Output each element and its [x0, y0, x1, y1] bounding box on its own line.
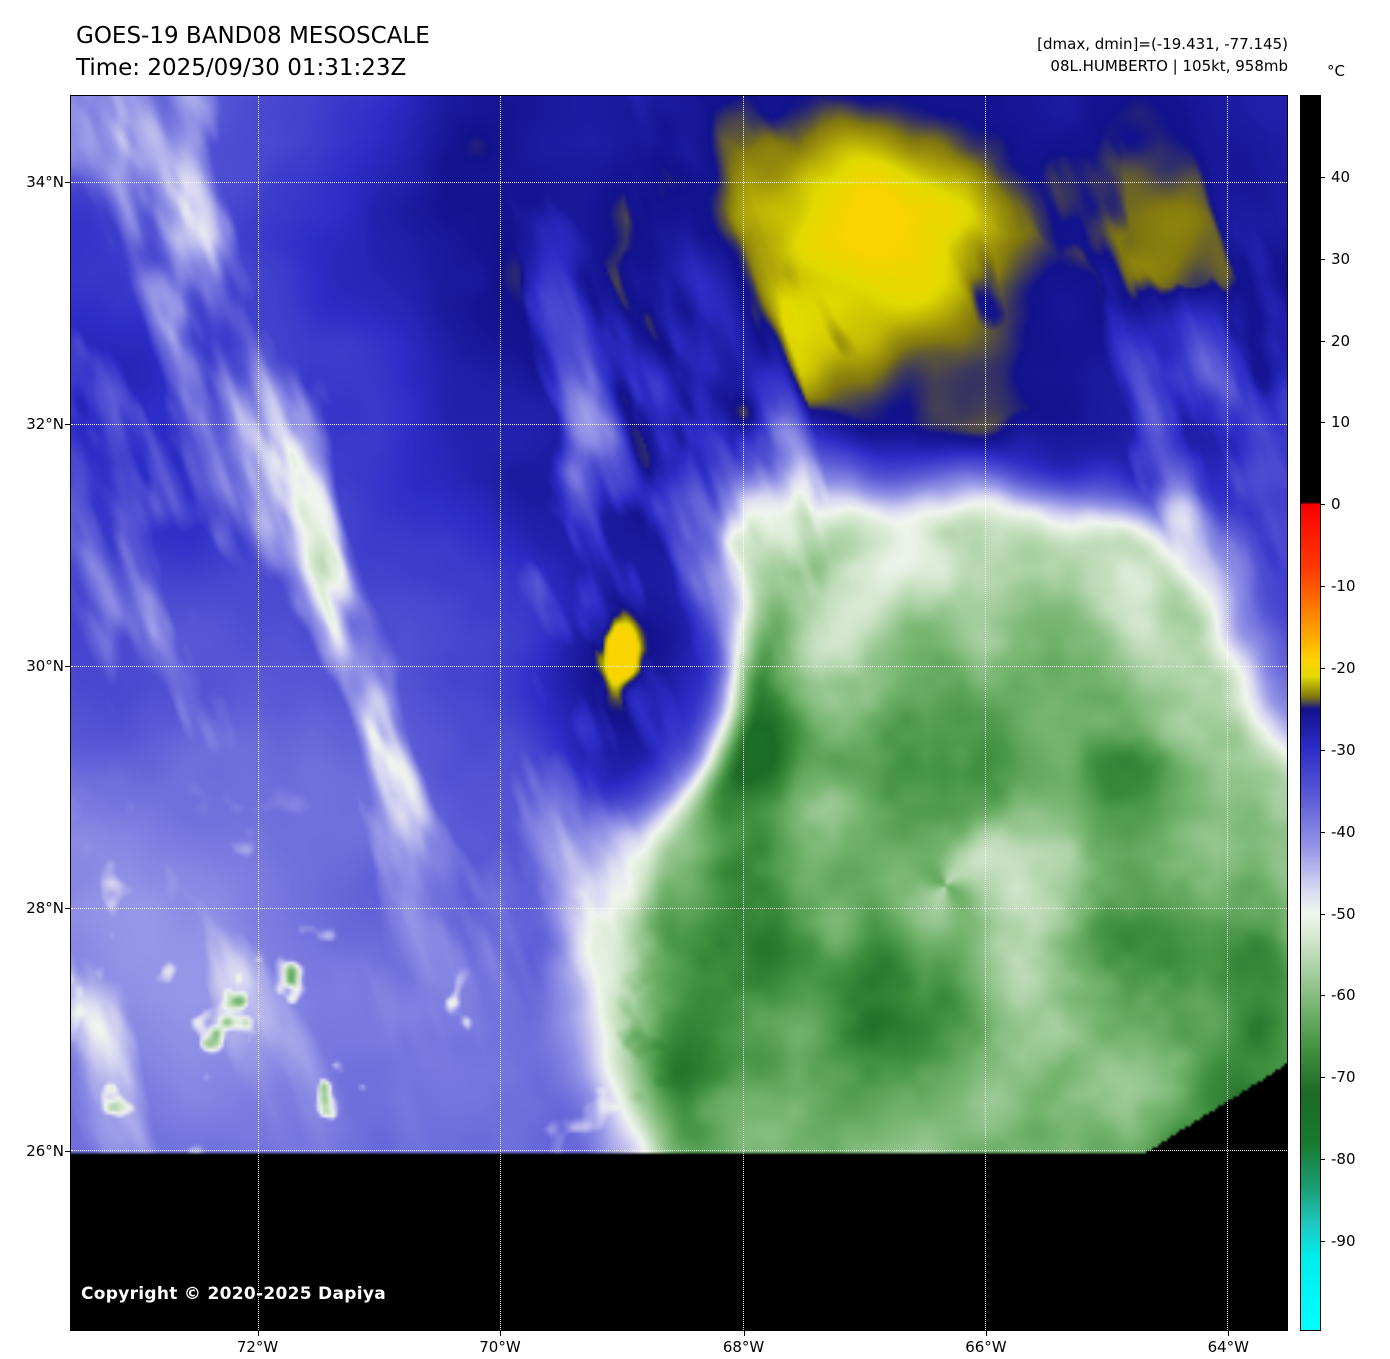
colorbar-unit-label: °C	[1327, 62, 1345, 80]
colorbar-tick-mark	[1321, 1159, 1325, 1161]
latitude-tick-mark	[65, 423, 70, 425]
colorbar-tick-label: -90	[1331, 1231, 1356, 1250]
data-range-text: [dmax, dmin]=(-19.431, -77.145)	[1037, 35, 1288, 53]
gridline-longitude	[1227, 96, 1229, 1330]
colorbar	[1300, 95, 1321, 1331]
latitude-label: 28°N	[26, 899, 64, 918]
colorbar-tick-label: 40	[1331, 167, 1351, 186]
longitude-tick-mark	[743, 1331, 745, 1336]
colorbar-tick-mark	[1321, 749, 1325, 751]
colorbar-tick-label: 30	[1331, 249, 1351, 268]
colorbar-tick-label: -60	[1331, 986, 1356, 1005]
gridline-longitude	[985, 96, 987, 1330]
latitude-tick-mark	[65, 1150, 70, 1152]
colorbar-tick-mark	[1321, 340, 1325, 342]
colorbar-tick-label: -20	[1331, 658, 1356, 677]
colorbar-tick-label: -50	[1331, 904, 1356, 923]
longitude-label: 68°W	[722, 1338, 765, 1356]
latitude-label: 26°N	[26, 1141, 64, 1160]
colorbar-tick-mark	[1321, 913, 1325, 915]
latitude-label: 30°N	[26, 657, 64, 676]
longitude-tick-mark	[985, 1331, 987, 1336]
colorbar-tick-mark	[1321, 258, 1325, 260]
gridline-latitude	[71, 907, 1287, 909]
longitude-tick-mark	[1228, 1331, 1230, 1336]
timestamp: Time: 2025/09/30 01:31:23Z	[76, 55, 407, 81]
colorbar-tick-mark	[1321, 586, 1325, 588]
longitude-tick-mark	[499, 1331, 501, 1336]
colorbar-tick-mark	[1321, 831, 1325, 833]
colorbar-tick-label: -70	[1331, 1068, 1356, 1087]
latitude-tick-mark	[65, 181, 70, 183]
gridline-latitude	[71, 666, 1287, 668]
latitude-label: 34°N	[26, 172, 64, 191]
header-right: [dmax, dmin]=(-19.431, -77.145) 08L.HUMB…	[1037, 33, 1288, 77]
gridline-longitude	[500, 96, 502, 1330]
colorbar-tick-mark	[1321, 667, 1325, 669]
latitude-label: 32°N	[26, 414, 64, 433]
gridline-longitude	[743, 96, 745, 1330]
colorbar-tick-mark	[1321, 422, 1325, 424]
colorbar-tick-label: 0	[1331, 495, 1341, 514]
header-left: GOES-19 BAND08 MESOSCALE Time: 2025/09/3…	[76, 20, 430, 84]
copyright-text: Copyright © 2020-2025 Dapiya	[81, 1284, 386, 1304]
latitude-tick-mark	[65, 666, 70, 668]
gridline-longitude	[258, 96, 260, 1330]
colorbar-tick-label: 20	[1331, 331, 1351, 350]
satellite-image	[71, 96, 1287, 1330]
colorbar-tick-label: 10	[1331, 413, 1351, 432]
page-title: GOES-19 BAND08 MESOSCALE	[76, 23, 430, 49]
longitude-tick-mark	[257, 1331, 259, 1336]
gridline-latitude	[71, 182, 1287, 184]
latitude-tick-mark	[65, 908, 70, 910]
colorbar-tick-label: -30	[1331, 740, 1356, 759]
gridline-latitude	[71, 1149, 1287, 1151]
longitude-label: 64°W	[1207, 1338, 1250, 1356]
gridline-latitude	[71, 424, 1287, 426]
colorbar-tick-mark	[1321, 1077, 1325, 1079]
storm-info-text: 08L.HUMBERTO | 105kt, 958mb	[1050, 57, 1288, 75]
longitude-label: 66°W	[965, 1338, 1007, 1356]
colorbar-tick-label: -40	[1331, 822, 1356, 841]
colorbar-tick-label: -80	[1331, 1150, 1356, 1169]
colorbar-tick-mark	[1321, 995, 1325, 997]
colorbar-tick-mark	[1321, 1240, 1325, 1242]
longitude-label: 70°W	[479, 1338, 521, 1356]
colorbar-tick-label: -10	[1331, 577, 1356, 596]
map-area: Copyright © 2020-2025 Dapiya	[70, 95, 1288, 1331]
colorbar-tick-mark	[1321, 504, 1325, 506]
colorbar-gradient	[1301, 96, 1320, 1330]
longitude-label: 72°W	[236, 1338, 279, 1356]
colorbar-tick-mark	[1321, 176, 1325, 178]
